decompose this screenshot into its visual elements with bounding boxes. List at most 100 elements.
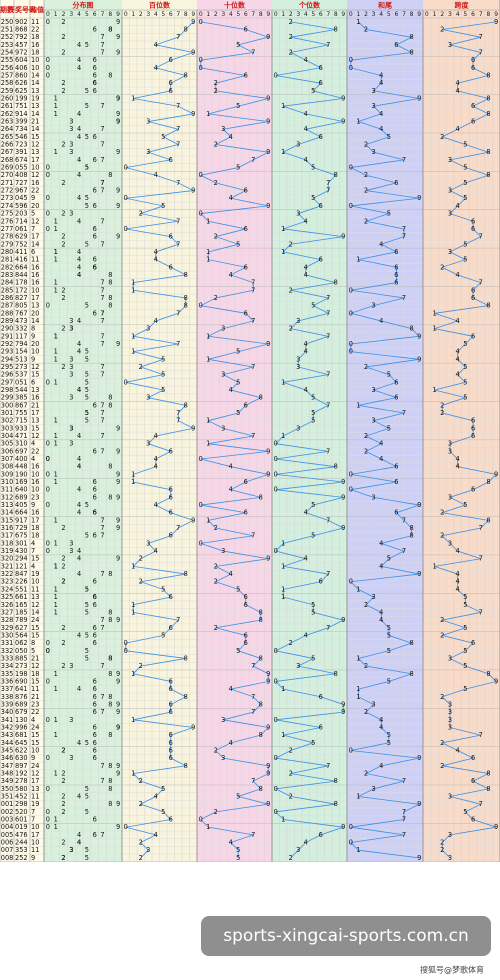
sum-value: 9 (31, 332, 35, 340)
digit-label: 5 (387, 11, 391, 18)
distribution-digit: 5 (85, 785, 89, 793)
issue: 311 (1, 486, 14, 494)
trend-digit: 3 (371, 148, 375, 156)
trend-digit: 8 (184, 294, 188, 302)
sum-value: 4 (31, 440, 35, 448)
trend-digit: 1 (432, 562, 436, 570)
trend-digit: 2 (139, 854, 143, 862)
issue: 291 (1, 332, 14, 340)
draw-number: 902 (15, 18, 28, 26)
distribution-digit: 2 (61, 18, 65, 26)
trend-digit: 2 (139, 839, 143, 847)
trend-digit: 7 (402, 225, 406, 233)
trend-digit: 9 (341, 95, 345, 103)
distribution-digit: 7 (100, 240, 104, 248)
distribution-digit: 1 (54, 332, 58, 340)
trend-digit: 5 (463, 501, 467, 509)
distribution-digit: 1 (54, 539, 58, 547)
sum-value: 14 (31, 79, 39, 87)
draw-number: 664 (15, 263, 28, 271)
draw-number: 513 (15, 355, 28, 363)
draw-number: 544 (15, 386, 28, 394)
draw-number: 564 (15, 631, 28, 639)
sum-value: 15 (31, 624, 39, 632)
sum-value: 23 (31, 700, 39, 708)
distribution-digit: 5 (85, 371, 89, 379)
sum-value: 8 (31, 639, 35, 647)
distribution-digit: 6 (93, 79, 97, 87)
trend-digit: 1 (356, 118, 360, 126)
distribution-digit: 2 (61, 79, 65, 87)
sum-value: 17 (31, 516, 39, 524)
distribution-digit: 4 (77, 547, 81, 555)
distribution-digit: 4 (77, 839, 81, 847)
trend-digit: 5 (311, 394, 315, 402)
trend-digit: 4 (456, 371, 460, 379)
sum-value: 4 (31, 455, 35, 463)
trend-digit: 7 (251, 317, 255, 325)
sum-value: 10 (31, 286, 39, 294)
trend-digit: 6 (394, 509, 398, 517)
draw-number: 867 (15, 401, 28, 409)
distribution-digit: 0 (46, 647, 50, 655)
issue: 300 (1, 401, 14, 409)
distribution-digit: 5 (85, 854, 89, 862)
distribution-digit: 1 (54, 417, 58, 425)
trend-digit: 3 (146, 325, 150, 333)
digit-label: 6 (471, 11, 475, 18)
trend-digit: 2 (364, 769, 368, 777)
digit-label: 8 (184, 11, 188, 18)
sum-value: 17 (31, 777, 39, 785)
distribution-digit: 0 (46, 501, 50, 509)
draw-number: 661 (15, 593, 28, 601)
distribution-digit: 5 (85, 846, 89, 854)
draw-number: 917 (15, 516, 28, 524)
distribution-digit: 2 (61, 854, 65, 862)
digit-label: 7 (176, 11, 180, 18)
distribution-digit: 4 (77, 831, 81, 839)
trend-digit: 9 (266, 723, 270, 731)
trend-digit: 5 (236, 409, 240, 417)
issue: 270 (1, 171, 14, 179)
trend-digit: 1 (281, 562, 285, 570)
distribution-digit: 8 (108, 279, 112, 287)
trend-digit: 7 (251, 286, 255, 294)
trend-digit: 4 (456, 125, 460, 133)
trend-digit: 4 (229, 685, 233, 693)
distribution-digit: 6 (93, 739, 97, 747)
draw-number: 629 (15, 233, 28, 241)
draw-number: 641 (15, 685, 28, 693)
draw-number: 121 (15, 562, 28, 570)
draw-number: 827 (15, 294, 28, 302)
trend-digit: 4 (154, 501, 158, 509)
issue: 346 (1, 754, 14, 762)
draw-number: 192 (15, 769, 28, 777)
draw-number: 885 (15, 654, 28, 662)
trend-digit: 6 (471, 486, 475, 494)
trend-digit: 4 (229, 386, 233, 394)
trend-digit: 8 (259, 700, 263, 708)
sum-value: 10 (31, 56, 39, 64)
issue: 335 (1, 670, 14, 678)
trend-digit: 8 (409, 325, 413, 333)
distribution-digit: 6 (93, 64, 97, 72)
trend-digit: 8 (184, 72, 188, 80)
draw-number: 897 (15, 762, 28, 770)
distribution-digit: 7 (100, 762, 104, 770)
trend-digit: 6 (244, 631, 248, 639)
distribution-digit: 1 (54, 685, 58, 693)
trend-digit: 1 (206, 248, 210, 256)
issue: 330 (1, 631, 14, 639)
distribution-digit: 6 (93, 263, 97, 271)
trend-digit: 9 (494, 18, 498, 26)
trend-digit: 6 (169, 754, 173, 762)
distribution-digit: 3 (69, 754, 73, 762)
issue: 005 (1, 831, 14, 839)
trend-digit: 7 (402, 831, 406, 839)
trend-digit: 5 (311, 302, 315, 310)
distribution-digit: 0 (46, 647, 50, 655)
draw-number: 399 (15, 118, 28, 126)
issue: 282 (1, 263, 14, 271)
digit-label: 5 (161, 11, 165, 18)
